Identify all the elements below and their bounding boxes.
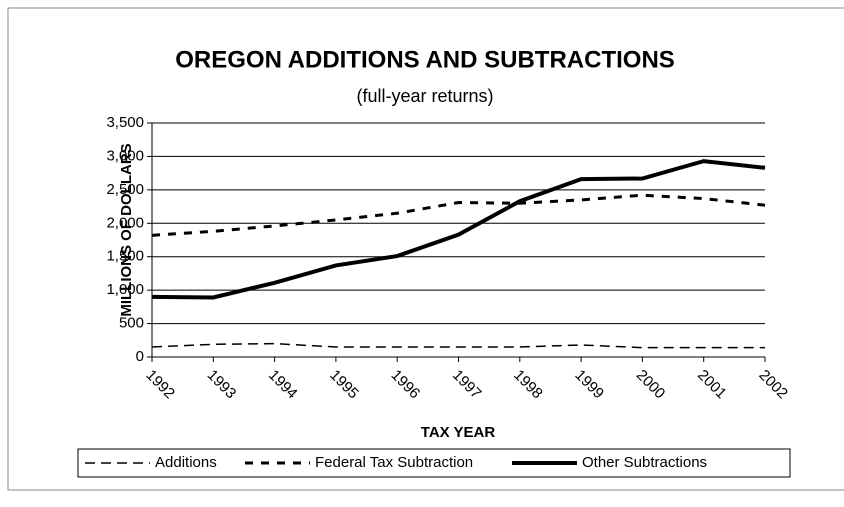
- x-tick-label: 1994: [265, 367, 301, 403]
- x-tick-label: 2001: [694, 367, 730, 403]
- x-tick-label: 1998: [510, 367, 546, 403]
- y-axis-label: MILLIONS OF DOLLARS: [118, 143, 135, 316]
- x-axis-label: TAX YEAR: [421, 424, 496, 441]
- chart-border: [7, 7, 844, 491]
- chart-subtitle: (full-year returns): [356, 86, 493, 106]
- x-tick-label: 2000: [633, 367, 669, 403]
- legend-label: Federal Tax Subtraction: [315, 454, 473, 471]
- x-tick-label: 2002: [755, 367, 791, 403]
- y-tick-label: 2,500: [106, 181, 144, 198]
- x-tick-label: 1993: [204, 367, 240, 403]
- x-tick-label: 1997: [449, 367, 485, 403]
- x-tick-label: 1992: [142, 367, 178, 403]
- legend-label: Other Subtractions: [582, 454, 707, 471]
- y-tick-label: 1,000: [106, 281, 144, 298]
- y-tick-label: 2,000: [106, 214, 144, 231]
- y-tick-label: 1,500: [106, 248, 144, 265]
- series-line: [151, 159, 766, 300]
- y-tick-label: 3,000: [106, 147, 144, 164]
- x-tick-label: 1995: [326, 367, 362, 403]
- y-tick-label: 3,500: [106, 114, 144, 131]
- x-tick-label: 1996: [388, 367, 424, 403]
- legend-box: [77, 448, 791, 478]
- y-tick-label: 500: [119, 315, 144, 332]
- x-tick-label: 1999: [571, 367, 607, 403]
- legend-label: Additions: [155, 454, 217, 471]
- series-line: [151, 193, 766, 237]
- series-line: [151, 342, 765, 349]
- chart-title: OREGON ADDITIONS AND SUBTRACTIONS: [175, 46, 675, 73]
- y-tick-label: 0: [136, 348, 144, 365]
